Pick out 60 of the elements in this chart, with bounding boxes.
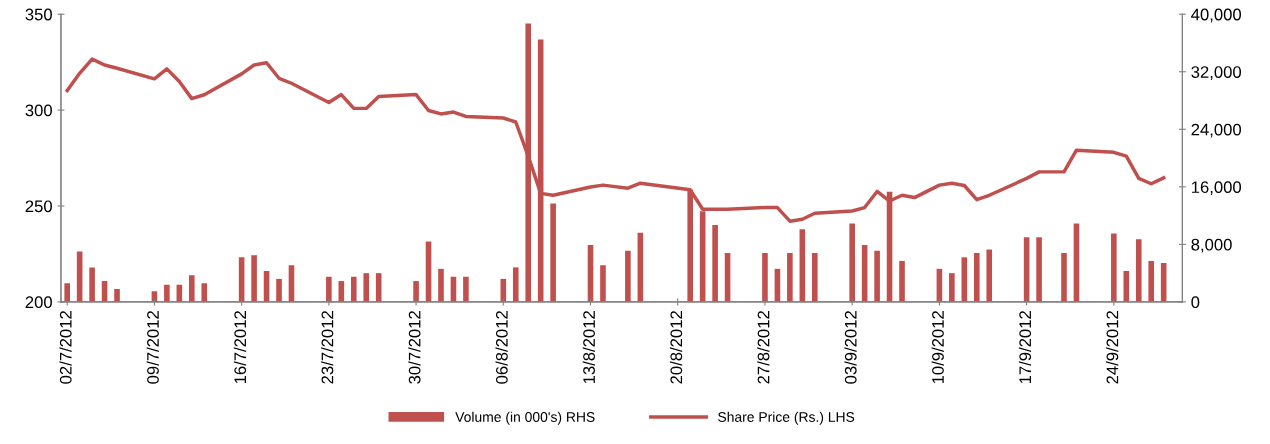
bar bbox=[64, 283, 70, 302]
y2-tick-label: 8,000 bbox=[1191, 238, 1232, 253]
bar bbox=[550, 203, 556, 302]
bar bbox=[1123, 270, 1130, 302]
legend-label: Volume (in 000's) RHS bbox=[455, 411, 595, 425]
bar bbox=[1061, 253, 1067, 302]
x-tick-label: 30/7/2012 bbox=[408, 311, 421, 384]
y2-tick-label: 40,000 bbox=[1191, 8, 1242, 23]
bar bbox=[438, 268, 444, 302]
bar bbox=[363, 273, 370, 302]
x-tick-label: 10/9/2012 bbox=[931, 311, 944, 384]
y2-tick-label: 32,000 bbox=[1191, 66, 1242, 80]
bar bbox=[973, 253, 980, 302]
bar bbox=[949, 273, 955, 302]
bar bbox=[986, 249, 993, 302]
x-tick-label: 27/8/2012 bbox=[757, 311, 770, 384]
bar bbox=[712, 224, 718, 302]
bar bbox=[413, 281, 419, 302]
bar bbox=[1111, 233, 1117, 302]
bar bbox=[762, 253, 768, 302]
y-tick-label: 300 bbox=[25, 104, 52, 117]
x-tick-label: 13/8/2012 bbox=[582, 311, 595, 384]
x-tick-label: 23/7/2012 bbox=[321, 311, 334, 384]
x-tick-label: 02/7/2012 bbox=[59, 311, 72, 384]
bar bbox=[1135, 239, 1142, 302]
bar bbox=[89, 267, 95, 302]
x-tick-label: 20/8/2012 bbox=[669, 311, 683, 384]
legend-label: Share Price (Rs.) LHS bbox=[718, 411, 855, 425]
bar bbox=[114, 288, 120, 302]
y2-tick-label: 0 bbox=[1191, 296, 1200, 309]
x-tick-label: 24/9/2012 bbox=[1106, 311, 1119, 384]
x-tick-label: 09/7/2012 bbox=[146, 311, 159, 384]
y2-tick-label: 24,000 bbox=[1191, 123, 1242, 138]
bar bbox=[1148, 260, 1155, 302]
bar bbox=[201, 283, 208, 302]
bar bbox=[600, 265, 606, 302]
bar bbox=[811, 253, 818, 302]
bar bbox=[463, 276, 469, 302]
bar bbox=[276, 278, 282, 302]
bar bbox=[500, 278, 507, 302]
x-tick-label: 16/7/2012 bbox=[233, 311, 247, 384]
bar bbox=[899, 260, 905, 302]
bar bbox=[164, 284, 170, 302]
bar bbox=[625, 250, 631, 302]
x-tick-label: 03/9/2012 bbox=[844, 311, 857, 384]
y-tick-label: 350 bbox=[25, 8, 52, 21]
bar bbox=[1036, 237, 1042, 302]
bar bbox=[188, 275, 195, 302]
bar bbox=[326, 276, 332, 302]
bar bbox=[350, 276, 357, 302]
x-tick-label: 17/9/2012 bbox=[1018, 311, 1032, 384]
bar bbox=[787, 253, 793, 302]
x-tick-label: 06/8/2012 bbox=[495, 311, 508, 384]
bar bbox=[874, 250, 880, 302]
bar bbox=[849, 223, 855, 302]
bar bbox=[512, 267, 519, 302]
bar bbox=[251, 255, 257, 302]
y2-tick-label: 16,000 bbox=[1191, 181, 1242, 196]
y-tick-label: 200 bbox=[25, 296, 52, 309]
y-tick-label: 250 bbox=[25, 200, 52, 213]
